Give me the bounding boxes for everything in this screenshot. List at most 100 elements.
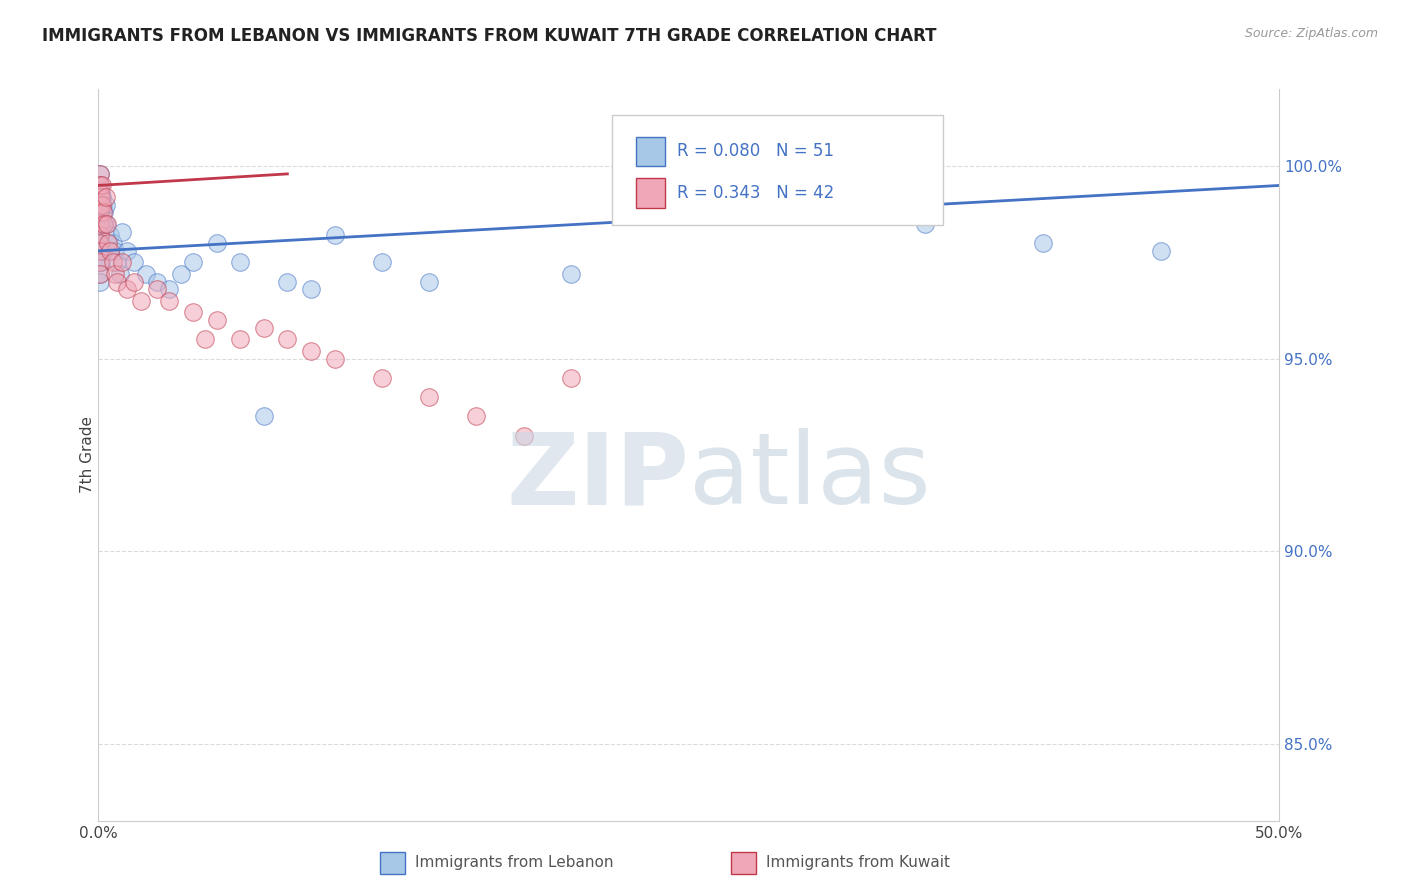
Point bbox=[1150, 244, 1173, 258]
Point bbox=[90, 186, 112, 201]
Point bbox=[135, 267, 157, 281]
FancyBboxPatch shape bbox=[612, 115, 943, 225]
Point bbox=[94, 190, 117, 204]
Point bbox=[89, 236, 111, 251]
Point bbox=[97, 236, 120, 251]
Point bbox=[205, 313, 228, 327]
Point bbox=[94, 197, 117, 211]
Point bbox=[323, 228, 346, 243]
Point bbox=[205, 236, 228, 251]
Text: ZIP: ZIP bbox=[506, 428, 689, 525]
FancyBboxPatch shape bbox=[636, 178, 665, 208]
Point bbox=[89, 217, 111, 231]
Point bbox=[91, 197, 114, 211]
Point bbox=[90, 236, 112, 251]
Point bbox=[146, 275, 169, 289]
Point bbox=[89, 197, 111, 211]
Point bbox=[418, 390, 440, 404]
Point bbox=[323, 351, 346, 366]
Point bbox=[115, 244, 138, 258]
Point bbox=[91, 197, 114, 211]
Point bbox=[89, 205, 111, 219]
Point bbox=[104, 267, 127, 281]
Point bbox=[93, 217, 115, 231]
Point bbox=[122, 255, 145, 269]
Point bbox=[111, 225, 134, 239]
Point bbox=[89, 255, 111, 269]
Point bbox=[122, 275, 145, 289]
Point bbox=[89, 275, 111, 289]
Point bbox=[90, 255, 112, 269]
Point bbox=[418, 275, 440, 289]
Point bbox=[91, 244, 114, 258]
Point bbox=[98, 228, 121, 243]
Point bbox=[101, 255, 124, 269]
Point bbox=[299, 282, 322, 296]
Point bbox=[90, 190, 112, 204]
Point bbox=[93, 205, 115, 219]
Point bbox=[89, 236, 111, 251]
Point bbox=[194, 333, 217, 347]
Point bbox=[111, 255, 134, 269]
Point bbox=[276, 275, 298, 289]
FancyBboxPatch shape bbox=[636, 136, 665, 166]
Point bbox=[89, 205, 111, 219]
Point bbox=[89, 228, 111, 243]
Point bbox=[229, 255, 252, 269]
Point bbox=[89, 178, 111, 193]
Text: R = 0.343   N = 42: R = 0.343 N = 42 bbox=[678, 184, 834, 202]
Point bbox=[371, 255, 394, 269]
Point bbox=[105, 255, 128, 269]
Point bbox=[89, 267, 111, 281]
Point bbox=[89, 186, 111, 201]
Text: Source: ZipAtlas.com: Source: ZipAtlas.com bbox=[1244, 27, 1378, 40]
Point bbox=[89, 217, 111, 231]
Point bbox=[91, 178, 114, 193]
Point bbox=[98, 244, 121, 258]
Point bbox=[1032, 236, 1054, 251]
Point bbox=[157, 293, 180, 308]
Point bbox=[253, 409, 276, 424]
Point bbox=[91, 205, 114, 219]
Point bbox=[157, 282, 180, 296]
Point bbox=[253, 321, 276, 335]
Y-axis label: 7th Grade: 7th Grade bbox=[80, 417, 94, 493]
Point bbox=[465, 409, 488, 424]
Point bbox=[170, 267, 193, 281]
Point bbox=[89, 178, 111, 193]
Point bbox=[89, 197, 111, 211]
Text: Immigrants from Lebanon: Immigrants from Lebanon bbox=[415, 855, 613, 870]
Point bbox=[94, 217, 117, 231]
Text: IMMIGRANTS FROM LEBANON VS IMMIGRANTS FROM KUWAIT 7TH GRADE CORRELATION CHART: IMMIGRANTS FROM LEBANON VS IMMIGRANTS FR… bbox=[42, 27, 936, 45]
Point bbox=[91, 190, 114, 204]
Point bbox=[89, 244, 111, 258]
Point bbox=[91, 217, 114, 231]
Point bbox=[371, 371, 394, 385]
Point bbox=[560, 371, 582, 385]
Point bbox=[299, 343, 322, 358]
Text: Immigrants from Kuwait: Immigrants from Kuwait bbox=[766, 855, 950, 870]
Text: atlas: atlas bbox=[689, 428, 931, 525]
Point bbox=[89, 267, 111, 281]
Point bbox=[89, 167, 111, 181]
Point bbox=[129, 293, 152, 308]
Point bbox=[89, 167, 111, 181]
Point bbox=[89, 190, 111, 204]
Point bbox=[914, 217, 936, 231]
Point bbox=[90, 217, 112, 231]
Point bbox=[101, 236, 124, 251]
Point bbox=[115, 282, 138, 296]
Point bbox=[181, 255, 204, 269]
Point bbox=[89, 244, 111, 258]
Text: R = 0.080   N = 51: R = 0.080 N = 51 bbox=[678, 143, 834, 161]
Point bbox=[105, 275, 128, 289]
Point bbox=[276, 333, 298, 347]
Point bbox=[796, 152, 818, 166]
Point bbox=[181, 305, 204, 319]
Point bbox=[146, 282, 169, 296]
Point bbox=[108, 267, 131, 281]
Point bbox=[89, 228, 111, 243]
Point bbox=[229, 333, 252, 347]
Point bbox=[91, 217, 114, 231]
Point bbox=[512, 428, 534, 442]
